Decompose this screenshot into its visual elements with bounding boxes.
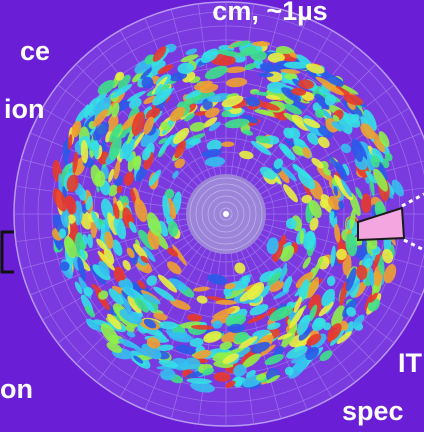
inner-core — [186, 174, 266, 254]
core-center — [223, 211, 229, 217]
blob — [95, 171, 105, 187]
label: ce — [20, 36, 50, 66]
blob — [59, 228, 66, 238]
label: ion — [4, 94, 45, 124]
slide: cm, ~1µs ce ion on IT spec — [0, 0, 424, 432]
label: on — [0, 374, 33, 404]
page: {"header": {"title": "cm, ~1µs"}, "label… — [0, 0, 424, 432]
title: cm, ~1µs — [212, 0, 327, 26]
label: spec — [342, 396, 404, 426]
label: IT — [398, 348, 423, 378]
